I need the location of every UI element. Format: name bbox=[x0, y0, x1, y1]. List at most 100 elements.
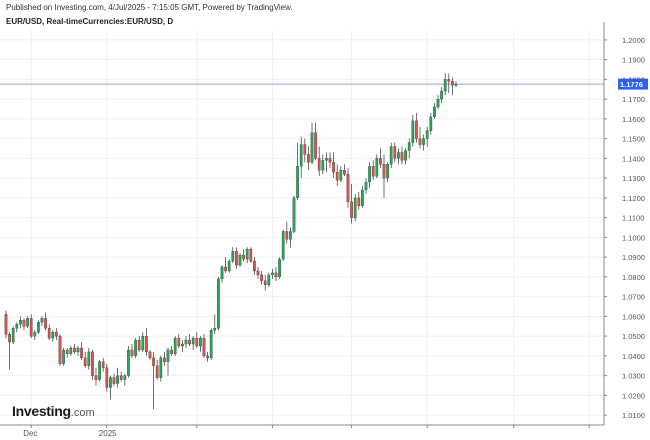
candle-body bbox=[166, 349, 170, 362]
candle-body bbox=[281, 231, 285, 260]
candle-body bbox=[206, 355, 209, 359]
candle-body bbox=[415, 120, 418, 139]
y-tick-label: 1.1700 bbox=[622, 95, 645, 104]
candle-body bbox=[116, 375, 119, 384]
candle-body bbox=[253, 260, 256, 272]
y-tick-label: 1.1500 bbox=[622, 135, 645, 144]
y-tick-label: 1.1200 bbox=[622, 194, 645, 203]
candle-body bbox=[109, 377, 112, 388]
candle-body bbox=[173, 337, 177, 355]
candle-body bbox=[339, 170, 343, 181]
candle-body bbox=[217, 278, 220, 329]
candle-body bbox=[451, 81, 454, 86]
candle-body bbox=[429, 116, 433, 131]
candle-body bbox=[22, 320, 26, 327]
y-tick-label: 1.1600 bbox=[622, 115, 645, 124]
candle-body bbox=[213, 328, 217, 331]
candle-body bbox=[8, 333, 11, 343]
candle-body bbox=[325, 158, 328, 161]
candle-body bbox=[267, 274, 271, 285]
candle-body bbox=[130, 349, 134, 357]
candle-body bbox=[364, 181, 368, 191]
candle-body bbox=[454, 83, 458, 86]
candle-body bbox=[44, 318, 47, 329]
candle-body bbox=[422, 138, 425, 145]
candle-body bbox=[307, 154, 310, 163]
candle-body bbox=[202, 337, 206, 357]
candle-body bbox=[159, 357, 163, 378]
candle-body bbox=[375, 158, 379, 177]
candle-body bbox=[83, 357, 87, 366]
candle-body bbox=[321, 160, 325, 171]
candle-body bbox=[361, 189, 364, 206]
candle-body bbox=[271, 272, 274, 276]
candle-body bbox=[181, 343, 184, 347]
candle-body bbox=[224, 266, 227, 272]
y-tick-label: 1.0100 bbox=[622, 411, 645, 420]
candle-body bbox=[303, 144, 307, 155]
symbol-title: EUR/USD, Real-timeCurrencies:EUR/USD, D bbox=[6, 17, 174, 26]
current-price-label: 1.1776 bbox=[620, 80, 643, 89]
candle-body bbox=[105, 367, 109, 388]
candle-body bbox=[199, 337, 202, 347]
candle-body bbox=[29, 318, 33, 337]
candle-body bbox=[411, 120, 415, 143]
y-tick-label: 1.0200 bbox=[622, 391, 645, 400]
candle-body bbox=[418, 138, 422, 145]
candle-body bbox=[15, 324, 19, 329]
candles bbox=[4, 73, 458, 410]
candle-body bbox=[386, 164, 389, 179]
candle-body bbox=[249, 249, 253, 262]
candle-body bbox=[195, 337, 199, 347]
candle-body bbox=[87, 351, 91, 366]
candle-body bbox=[242, 254, 245, 260]
y-tick-label: 1.1000 bbox=[622, 233, 645, 242]
candle-body bbox=[400, 152, 404, 161]
y-tick-label: 1.0300 bbox=[622, 372, 645, 381]
candle-body bbox=[296, 166, 299, 199]
candle-body bbox=[407, 142, 411, 151]
candle-body bbox=[47, 328, 51, 339]
candle-body bbox=[274, 272, 278, 278]
candle-body bbox=[440, 91, 443, 100]
axes: 1.0100 1.0200 1.0300 1.0400 1.0500 1.0600 1.07… bbox=[0, 22, 645, 438]
candle-body bbox=[220, 266, 224, 280]
candle-body bbox=[37, 322, 40, 333]
candle-body bbox=[177, 337, 181, 347]
candle-body bbox=[40, 318, 44, 323]
candle-body bbox=[152, 357, 155, 366]
candle-body bbox=[191, 337, 195, 345]
candle-body bbox=[148, 351, 152, 358]
candle-body bbox=[231, 251, 235, 262]
candle-body bbox=[346, 174, 350, 202]
candle-body bbox=[65, 349, 69, 355]
candle-body bbox=[55, 332, 58, 337]
y-tick-label: 1.0900 bbox=[622, 253, 645, 262]
candle-body bbox=[245, 249, 249, 260]
candle-body bbox=[238, 254, 242, 266]
candle-body bbox=[112, 377, 116, 384]
candle-body bbox=[278, 258, 281, 278]
candle-body bbox=[69, 347, 73, 355]
candle-body bbox=[343, 170, 346, 175]
y-tick-label: 1.0400 bbox=[622, 352, 645, 361]
candle-body bbox=[188, 339, 191, 345]
candle-body bbox=[76, 347, 80, 353]
candle-body bbox=[51, 332, 55, 339]
candle-body bbox=[263, 280, 267, 285]
candle-body bbox=[11, 328, 15, 343]
y-tick-label: 1.0700 bbox=[622, 293, 645, 302]
candle-body bbox=[353, 197, 357, 218]
y-tick-label: 1.0800 bbox=[622, 273, 645, 282]
candle-body bbox=[447, 79, 451, 82]
current-price-badge bbox=[618, 78, 648, 90]
logo-name: Investing bbox=[12, 403, 71, 419]
candle-body bbox=[101, 361, 105, 368]
candle-body bbox=[26, 318, 29, 327]
candle-body bbox=[425, 130, 429, 139]
candle-body bbox=[134, 339, 137, 357]
candle-body bbox=[94, 375, 98, 380]
y-tick-label: 1.1900 bbox=[622, 56, 645, 65]
investing-logo[interactable]: Investing.com bbox=[12, 403, 95, 419]
